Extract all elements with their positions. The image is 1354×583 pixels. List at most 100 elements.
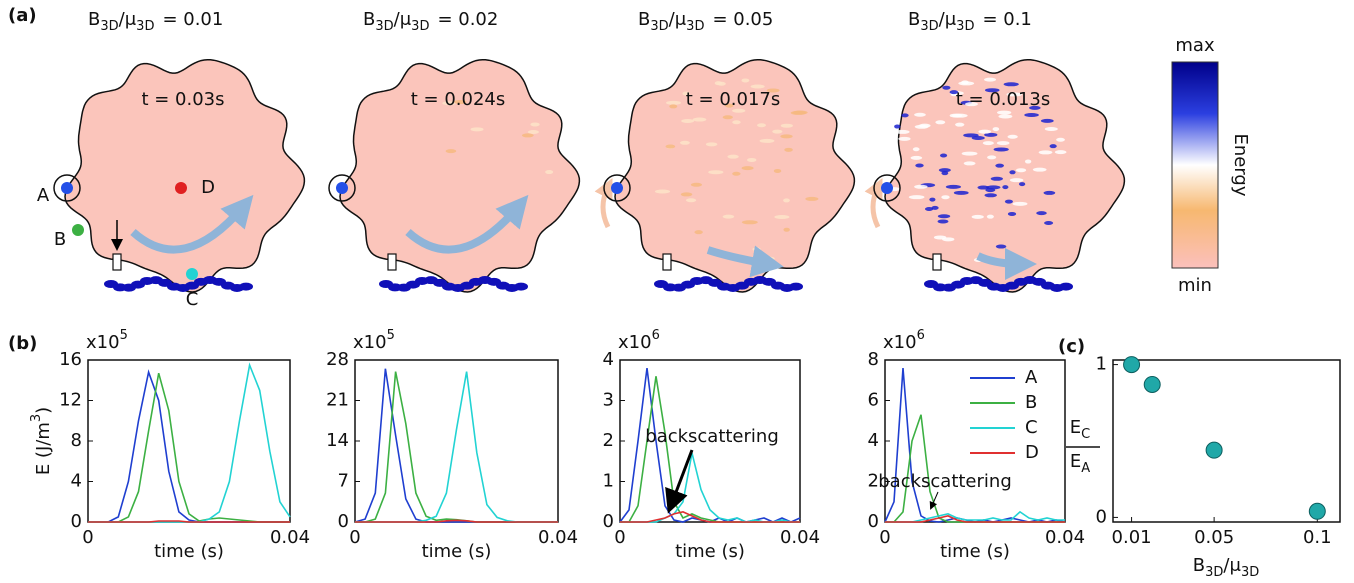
x-tick-label: 0.01 — [1112, 527, 1152, 548]
probe-point — [72, 224, 84, 236]
domain — [884, 58, 1126, 293]
x-axis-label: time (s) — [940, 541, 1010, 562]
series-line — [355, 519, 558, 523]
energy-speck — [1018, 182, 1026, 187]
energy-speck — [990, 176, 1003, 181]
energy-speck — [945, 184, 962, 189]
energy-speck — [952, 113, 968, 118]
text-shift: 6 — [917, 328, 925, 343]
text-part: /μ — [939, 9, 957, 30]
energy-speck — [1003, 82, 1019, 87]
text-shift: 3D — [1241, 565, 1259, 580]
energy-speck — [654, 189, 671, 194]
x-tick-label: 0 — [82, 527, 93, 548]
energy-speck — [961, 80, 969, 85]
energy-speck — [690, 182, 703, 187]
energy-speck — [938, 168, 951, 173]
axis-multiplier: x106 — [883, 328, 925, 354]
energy-speck — [963, 133, 979, 138]
text-shift: 3D — [650, 19, 668, 34]
energy-speck — [741, 220, 758, 225]
y-tick-label: 14 — [326, 430, 349, 451]
annotation: backscattering — [645, 426, 779, 447]
colorbar-max: max — [1175, 35, 1215, 56]
probe-label: D — [201, 177, 215, 198]
energy-speck — [1007, 134, 1018, 139]
energy-speck — [995, 244, 1007, 249]
annotation-arrow — [665, 449, 694, 514]
y-axis-label: E (J/m3) — [29, 407, 55, 475]
point-a — [881, 182, 893, 194]
legend-label: D — [1025, 442, 1039, 463]
series-line — [885, 414, 1065, 523]
x-axis-label: time (s) — [154, 541, 224, 562]
energy-speck — [766, 88, 780, 93]
energy-speck — [942, 85, 951, 90]
text-part: /μ — [119, 9, 137, 30]
series-line — [355, 371, 558, 523]
text-part: B — [88, 9, 100, 30]
energy-speck — [780, 123, 793, 128]
axis-multiplier: x106 — [618, 328, 660, 354]
energy-speck — [914, 124, 929, 129]
energy-speck — [984, 88, 1000, 93]
energy-speck — [1049, 144, 1057, 149]
text-part: E — [1070, 417, 1081, 438]
energy-speck — [998, 114, 1013, 119]
energy-speck — [941, 195, 950, 200]
energy-speck — [725, 103, 734, 108]
energy-speck — [993, 147, 1009, 152]
energy-speck — [682, 91, 691, 96]
energy-speck — [1056, 137, 1065, 142]
energy-speck — [1012, 201, 1028, 206]
energy-speck — [722, 214, 735, 219]
probe-point — [175, 182, 187, 194]
text-shift: 3D — [1205, 565, 1223, 580]
energy-speck — [705, 142, 718, 147]
y-tick-label: 0 — [1096, 506, 1107, 527]
x-tick-label: 0 — [879, 527, 890, 548]
energy-speck — [971, 214, 984, 219]
energy-speck — [1038, 150, 1053, 155]
y-tick-label: 8 — [71, 430, 82, 451]
y-axis-numerator: EC — [1070, 417, 1090, 442]
y-tick-label: 8 — [868, 349, 879, 370]
energy-speck — [953, 190, 969, 195]
text-shift: 3D — [411, 19, 429, 34]
time-label: t = 0.013s — [956, 89, 1051, 110]
energy-speck — [1004, 199, 1013, 204]
flow-arrow — [976, 247, 1037, 280]
y-tick-label: 1 — [603, 471, 614, 492]
energy-speck — [898, 136, 911, 141]
energy-speck — [914, 184, 928, 189]
energy-speck — [915, 163, 924, 168]
ratio-value: = 0.02 — [437, 9, 498, 30]
energy-speck — [1032, 167, 1047, 172]
text-shift: 3D — [686, 19, 704, 34]
energy-speck — [992, 127, 1000, 132]
domain — [339, 58, 581, 293]
energy-speck — [996, 141, 1010, 146]
x-tick-label: 0.04 — [538, 527, 578, 548]
y-tick-label: 28 — [326, 349, 349, 370]
column-title: B3D/μ3D = 0.02 — [363, 9, 498, 34]
flow-arrow — [130, 194, 254, 254]
text-shift: 3D — [136, 19, 154, 34]
notch — [112, 253, 122, 271]
energy-speck — [784, 147, 793, 152]
energy-speck — [1036, 211, 1047, 216]
series-line — [620, 511, 800, 523]
energy-speck — [895, 129, 910, 134]
energy-speck — [1043, 190, 1056, 195]
energy-speck — [910, 155, 923, 160]
y-tick-label: 21 — [326, 390, 349, 411]
domain — [614, 58, 856, 293]
energy-speck — [1006, 92, 1023, 97]
energy-speck — [1009, 170, 1016, 175]
energy-speck — [939, 153, 948, 158]
text-part: E (J/m — [33, 422, 54, 475]
text-part: ) — [33, 407, 54, 414]
source-ring — [603, 174, 631, 202]
energy-speck — [924, 206, 934, 211]
